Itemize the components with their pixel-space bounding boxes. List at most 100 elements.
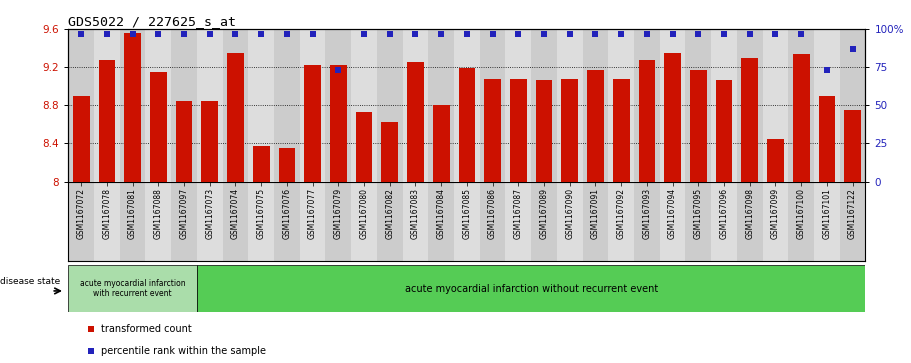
Bar bbox=[557, 182, 583, 261]
Bar bbox=[124, 33, 141, 182]
Bar bbox=[325, 29, 351, 182]
Bar bbox=[639, 61, 655, 182]
Bar bbox=[844, 110, 861, 182]
Bar bbox=[685, 182, 711, 261]
Bar bbox=[767, 139, 783, 182]
Point bbox=[305, 31, 320, 37]
Text: GSM1167081: GSM1167081 bbox=[128, 188, 138, 239]
Bar bbox=[531, 182, 557, 261]
Point bbox=[562, 31, 577, 37]
Text: GSM1167122: GSM1167122 bbox=[848, 188, 857, 238]
Point bbox=[459, 31, 474, 37]
Bar bbox=[485, 78, 501, 182]
Text: GSM1167074: GSM1167074 bbox=[231, 188, 240, 239]
Text: disease state: disease state bbox=[0, 277, 60, 286]
Text: GSM1167079: GSM1167079 bbox=[333, 188, 343, 239]
Bar bbox=[763, 182, 788, 261]
Text: GSM1167077: GSM1167077 bbox=[308, 188, 317, 239]
Bar bbox=[690, 70, 707, 182]
Bar bbox=[818, 96, 835, 182]
Bar bbox=[274, 29, 300, 182]
Bar bbox=[557, 29, 583, 182]
Bar bbox=[94, 182, 119, 261]
Text: GSM1167080: GSM1167080 bbox=[360, 188, 369, 239]
Bar bbox=[68, 265, 197, 312]
Text: GSM1167098: GSM1167098 bbox=[745, 188, 754, 239]
Point bbox=[665, 31, 680, 37]
Text: GSM1167072: GSM1167072 bbox=[77, 188, 86, 239]
Point bbox=[589, 31, 603, 37]
Bar bbox=[840, 182, 865, 261]
Bar bbox=[510, 78, 527, 182]
Text: GSM1167100: GSM1167100 bbox=[796, 188, 805, 239]
Bar bbox=[587, 70, 604, 182]
Point bbox=[228, 31, 242, 37]
Bar bbox=[737, 182, 763, 261]
Bar bbox=[536, 79, 552, 182]
Point bbox=[322, 229, 336, 235]
Point bbox=[202, 31, 217, 37]
Bar bbox=[458, 68, 476, 182]
Text: GSM1167097: GSM1167097 bbox=[179, 188, 189, 239]
Point bbox=[511, 31, 526, 37]
Bar bbox=[403, 29, 428, 182]
Bar bbox=[480, 182, 506, 261]
Bar bbox=[351, 182, 377, 261]
Bar bbox=[634, 182, 660, 261]
Bar bbox=[171, 29, 197, 182]
Bar bbox=[428, 29, 454, 182]
Bar bbox=[788, 182, 814, 261]
Text: acute myocardial infarction without recurrent event: acute myocardial infarction without recu… bbox=[404, 284, 658, 294]
Text: GSM1167087: GSM1167087 bbox=[514, 188, 523, 239]
Point bbox=[331, 67, 345, 73]
Bar bbox=[561, 78, 578, 182]
Bar bbox=[377, 29, 403, 182]
Bar bbox=[454, 182, 480, 261]
Bar bbox=[609, 29, 634, 182]
Text: GSM1167075: GSM1167075 bbox=[257, 188, 266, 239]
Point bbox=[793, 31, 808, 37]
Bar bbox=[377, 182, 403, 261]
Point bbox=[357, 31, 372, 37]
Bar bbox=[279, 148, 295, 182]
Bar bbox=[98, 61, 116, 182]
Bar bbox=[355, 112, 373, 182]
Text: GSM1167073: GSM1167073 bbox=[205, 188, 214, 239]
Text: GSM1167082: GSM1167082 bbox=[385, 188, 394, 239]
Bar bbox=[716, 79, 732, 182]
Bar bbox=[68, 182, 94, 261]
Bar bbox=[300, 182, 325, 261]
Point bbox=[820, 67, 834, 73]
Text: GSM1167086: GSM1167086 bbox=[488, 188, 497, 239]
Bar bbox=[664, 53, 681, 181]
Bar bbox=[176, 101, 192, 182]
Point bbox=[742, 31, 757, 37]
Bar bbox=[403, 182, 428, 261]
Bar bbox=[150, 72, 167, 182]
Point bbox=[434, 31, 448, 37]
Text: GSM1167088: GSM1167088 bbox=[154, 188, 163, 239]
Bar bbox=[351, 29, 377, 182]
Bar bbox=[506, 182, 531, 261]
Point bbox=[768, 31, 783, 37]
Text: transformed count: transformed count bbox=[101, 324, 191, 334]
Bar bbox=[201, 101, 218, 182]
Bar bbox=[763, 29, 788, 182]
Point bbox=[614, 31, 629, 37]
Bar bbox=[222, 182, 249, 261]
Text: GSM1167084: GSM1167084 bbox=[436, 188, 445, 239]
Point bbox=[691, 31, 706, 37]
Bar bbox=[146, 29, 171, 182]
Bar bbox=[119, 182, 146, 261]
Bar bbox=[73, 96, 89, 182]
Bar bbox=[737, 29, 763, 182]
Bar bbox=[531, 29, 557, 182]
Bar bbox=[814, 29, 840, 182]
Bar bbox=[325, 182, 351, 261]
Point bbox=[537, 31, 551, 37]
Point bbox=[640, 31, 654, 37]
Point bbox=[717, 31, 732, 37]
Bar bbox=[613, 78, 630, 182]
Bar bbox=[660, 182, 685, 261]
Bar bbox=[583, 29, 609, 182]
